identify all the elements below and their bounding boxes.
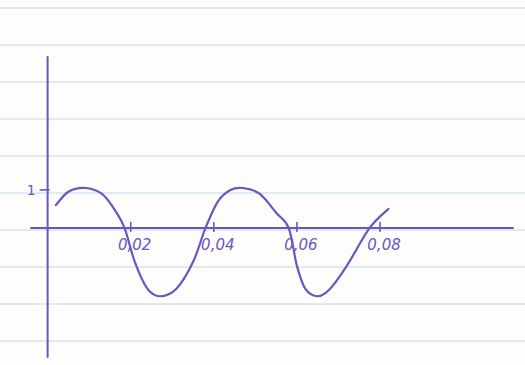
ruled-line xyxy=(0,230,525,231)
ruled-line xyxy=(0,267,525,268)
y-axis xyxy=(47,57,49,357)
ruled-line xyxy=(0,45,525,46)
x-tick xyxy=(296,222,298,232)
x-axis xyxy=(31,227,513,229)
x-tick-label: 0,08 xyxy=(367,236,400,254)
y-tick xyxy=(40,189,50,191)
y-tick-label: 1 xyxy=(27,182,36,198)
plot-area xyxy=(56,188,388,297)
paper xyxy=(0,0,525,365)
ruled-line xyxy=(0,119,525,120)
x-tick xyxy=(213,222,215,232)
chart: 0,02 0,04 0,06 0,08 1 xyxy=(0,0,525,365)
x-tick xyxy=(130,222,132,232)
x-tick-label: 0,06 xyxy=(284,236,317,254)
line xyxy=(56,188,388,297)
ruled-line xyxy=(0,304,525,305)
ruled-line xyxy=(0,8,525,9)
ruled-line xyxy=(0,82,525,83)
x-tick-label: 0,04 xyxy=(201,236,234,254)
ruled-line xyxy=(0,193,525,194)
ruled-line xyxy=(0,156,525,157)
x-tick-label: 0,02 xyxy=(118,236,151,254)
x-tick xyxy=(379,222,381,232)
ruled-line xyxy=(0,341,525,342)
